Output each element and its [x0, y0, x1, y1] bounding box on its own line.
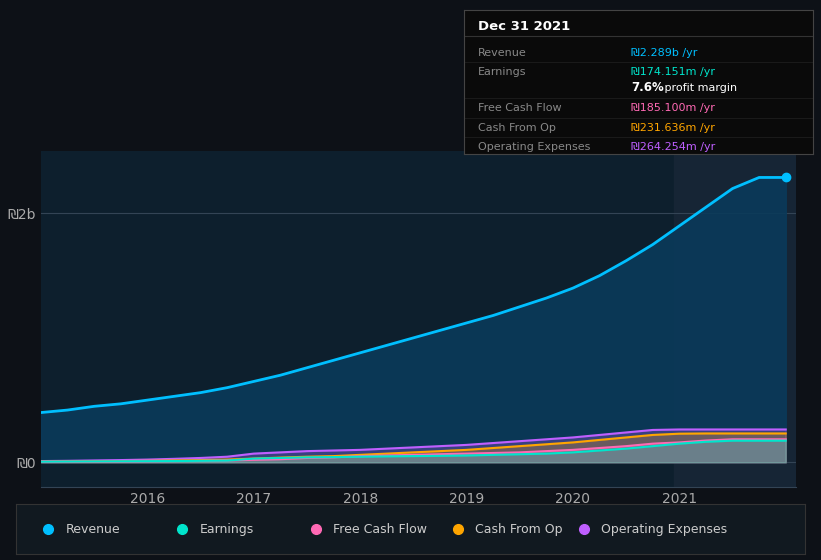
Bar [674, 151, 796, 487]
Text: ₪174.151m /yr: ₪174.151m /yr [631, 67, 715, 77]
Text: ₪2.289b /yr: ₪2.289b /yr [631, 48, 698, 58]
Text: profit margin: profit margin [661, 82, 737, 92]
Text: Earnings: Earnings [478, 67, 526, 77]
Text: ₪231.636m /yr: ₪231.636m /yr [631, 123, 715, 133]
Text: Free Cash Flow: Free Cash Flow [333, 522, 427, 536]
Text: Operating Expenses: Operating Expenses [601, 522, 727, 536]
Text: Operating Expenses: Operating Expenses [478, 142, 590, 152]
Text: Dec 31 2021: Dec 31 2021 [478, 20, 570, 32]
Text: ₪185.100m /yr: ₪185.100m /yr [631, 103, 715, 113]
Text: Cash From Op: Cash From Op [475, 522, 562, 536]
Text: 7.6%: 7.6% [631, 81, 664, 94]
Text: Free Cash Flow: Free Cash Flow [478, 103, 562, 113]
Text: Revenue: Revenue [478, 48, 526, 58]
Text: Cash From Op: Cash From Op [478, 123, 556, 133]
Text: ₪264.254m /yr: ₪264.254m /yr [631, 142, 716, 152]
Text: Revenue: Revenue [66, 522, 120, 536]
Text: Earnings: Earnings [200, 522, 254, 536]
